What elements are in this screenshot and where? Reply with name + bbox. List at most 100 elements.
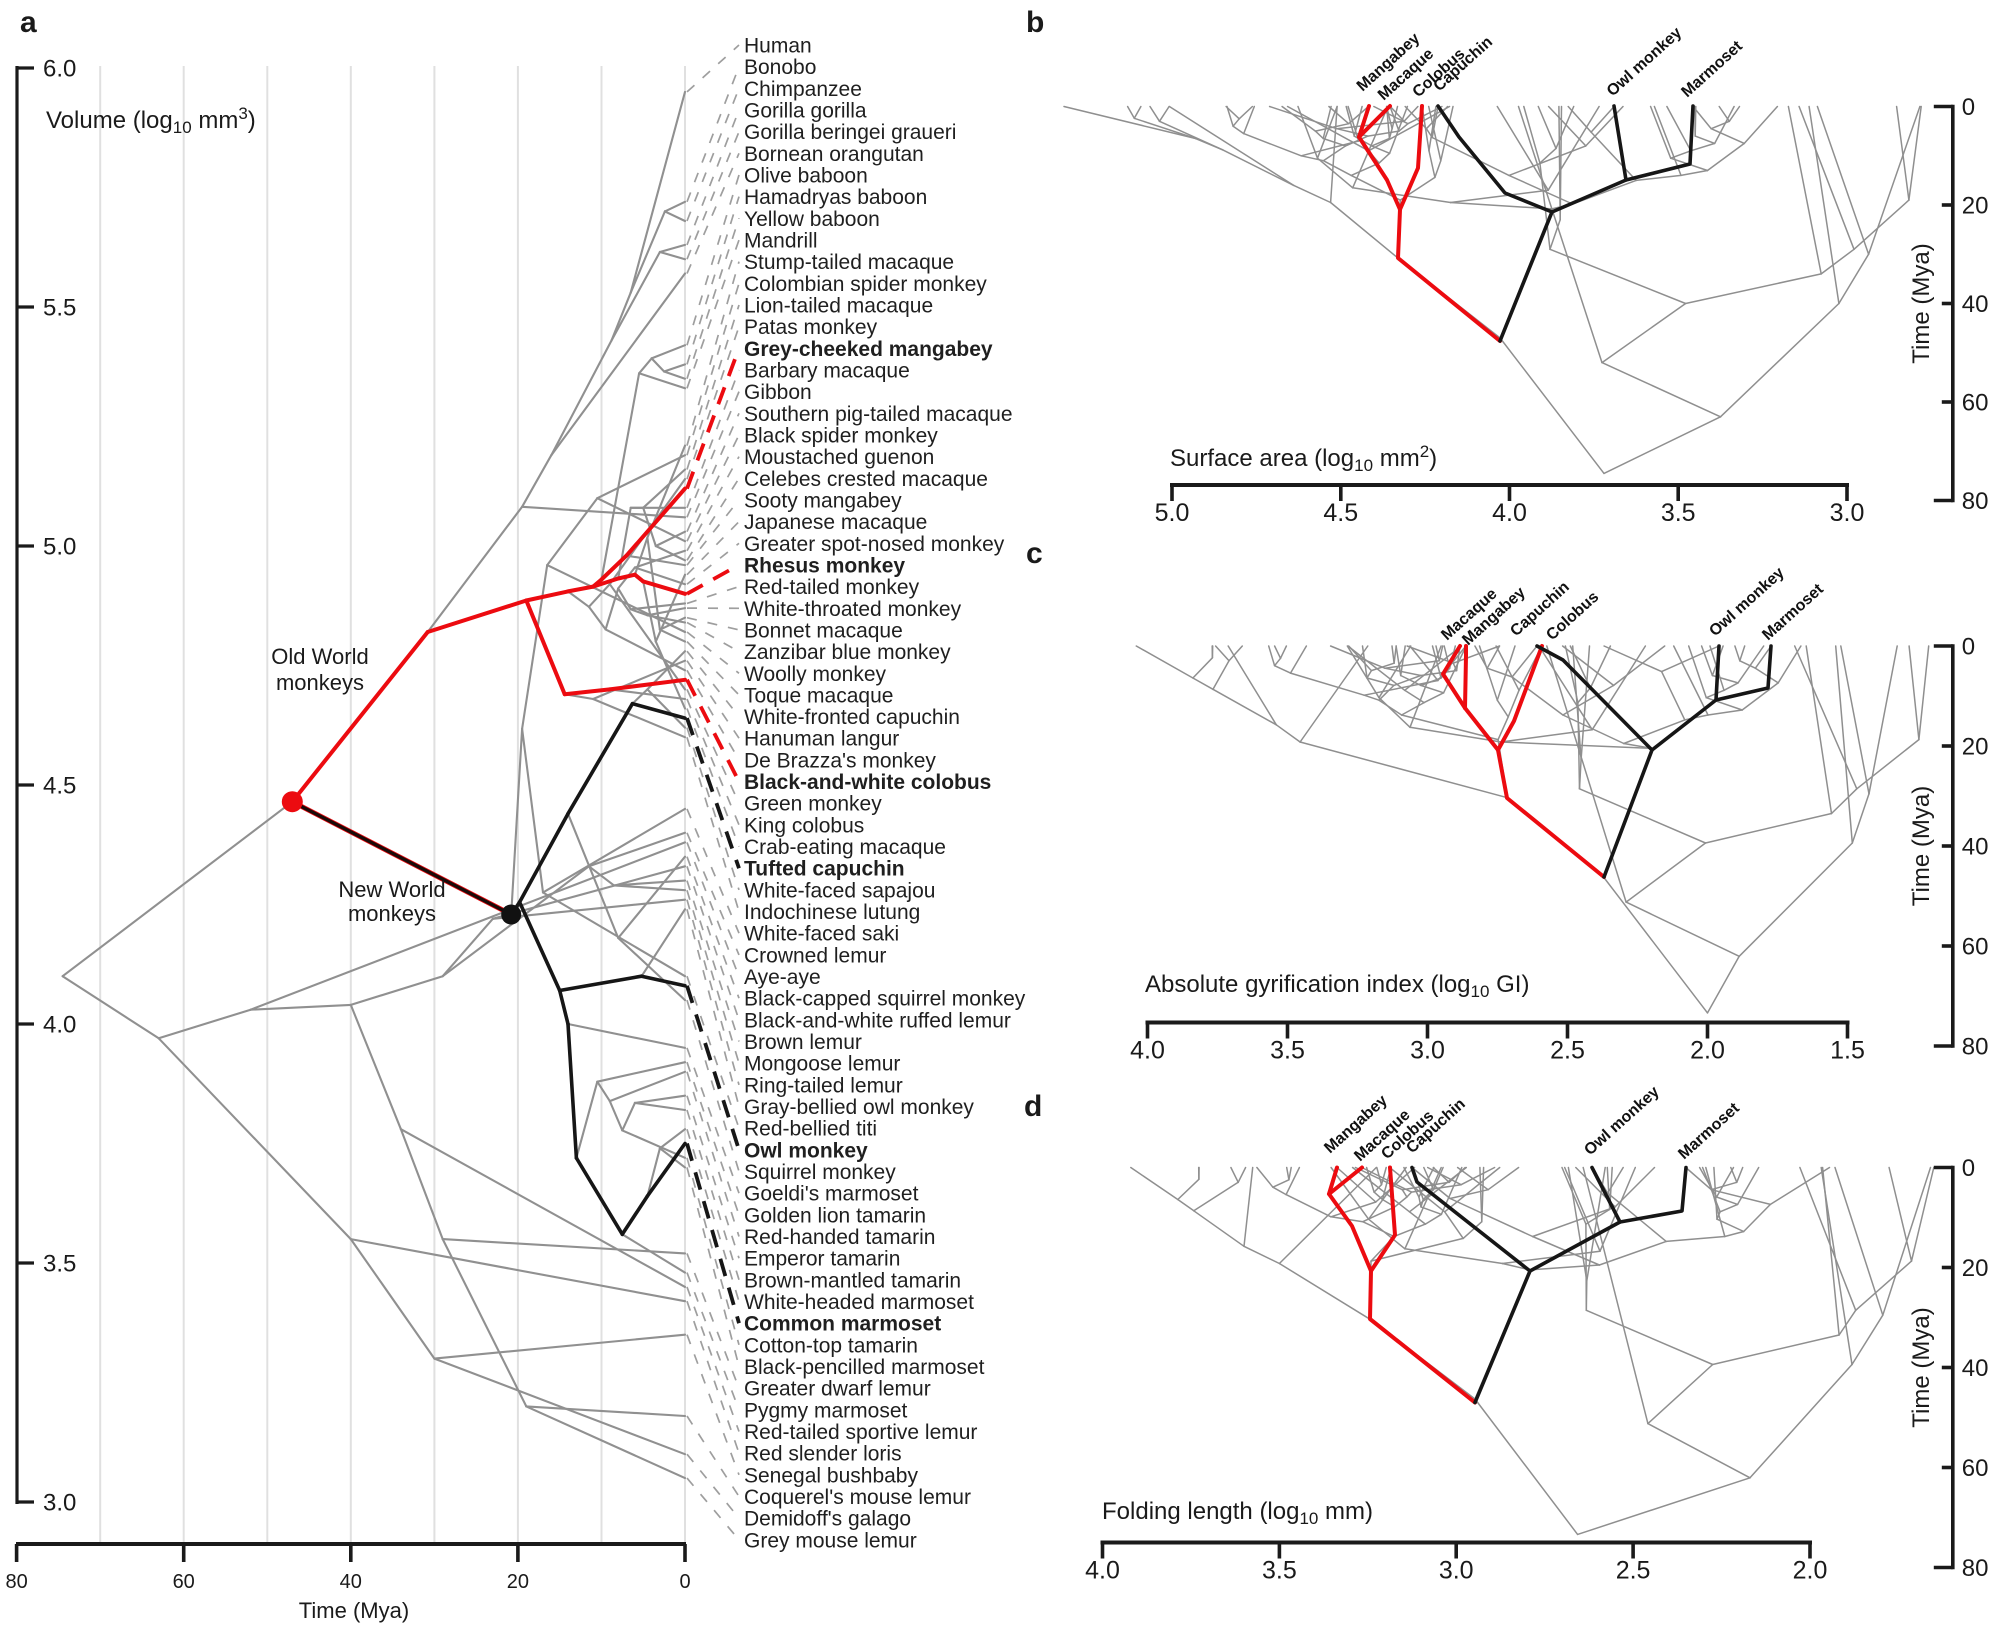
svg-text:King colobus: King colobus (744, 814, 864, 837)
svg-text:Red slender loris: Red slender loris (744, 1443, 902, 1466)
svg-text:Mongoose lemur: Mongoose lemur (744, 1053, 900, 1076)
svg-text:5.5: 5.5 (43, 295, 76, 322)
svg-text:Moustached guenon: Moustached guenon (744, 446, 934, 469)
svg-text:Gray-bellied owl monkey: Gray-bellied owl monkey (744, 1096, 974, 1119)
svg-text:Black-and-white ruffed lemur: Black-and-white ruffed lemur (744, 1009, 1011, 1032)
svg-text:3.0: 3.0 (1439, 1557, 1474, 1585)
svg-text:Colombian spider monkey: Colombian spider monkey (744, 273, 987, 296)
svg-text:Chimpanzee: Chimpanzee (744, 78, 862, 101)
svg-text:80: 80 (5, 1571, 27, 1593)
svg-text:3.5: 3.5 (1262, 1557, 1297, 1585)
svg-text:60: 60 (173, 1571, 195, 1593)
svg-text:40: 40 (1962, 834, 1989, 861)
svg-text:Gorilla gorilla: Gorilla gorilla (744, 100, 867, 123)
svg-text:Lion-tailed macaque: Lion-tailed macaque (744, 295, 933, 318)
svg-text:Crowned lemur: Crowned lemur (744, 944, 886, 967)
svg-text:80: 80 (1962, 488, 1989, 515)
svg-text:Black spider monkey: Black spider monkey (744, 425, 938, 448)
svg-text:Squirrel monkey: Squirrel monkey (744, 1161, 896, 1184)
svg-text:Hamadryas baboon: Hamadryas baboon (744, 186, 927, 209)
svg-text:White-throated monkey: White-throated monkey (744, 598, 962, 621)
svg-text:Black-capped squirrel monkey: Black-capped squirrel monkey (744, 988, 1026, 1011)
svg-text:Bonobo: Bonobo (744, 56, 816, 79)
svg-text:b: b (1026, 6, 1044, 39)
svg-text:4.0: 4.0 (1130, 1037, 1165, 1065)
svg-text:Owl monkey: Owl monkey (744, 1139, 868, 1162)
svg-text:4.5: 4.5 (43, 773, 76, 800)
svg-text:Senegal bushbaby: Senegal bushbaby (744, 1464, 918, 1487)
svg-text:40: 40 (340, 1571, 362, 1593)
svg-text:Goeldi's marmoset: Goeldi's marmoset (744, 1183, 919, 1206)
svg-text:Brown lemur: Brown lemur (744, 1031, 862, 1054)
svg-text:20: 20 (1962, 734, 1989, 761)
svg-text:3.5: 3.5 (43, 1251, 76, 1278)
svg-text:Golden lion tamarin: Golden lion tamarin (744, 1204, 926, 1227)
svg-text:0: 0 (1962, 634, 1975, 661)
svg-text:Red-tailed monkey: Red-tailed monkey (744, 576, 920, 599)
svg-text:5.0: 5.0 (1155, 499, 1190, 527)
svg-text:Ring-tailed lemur: Ring-tailed lemur (744, 1074, 903, 1097)
svg-text:Red-bellied titi: Red-bellied titi (744, 1118, 877, 1141)
svg-text:3.0: 3.0 (43, 1490, 76, 1517)
svg-text:Coquerel's mouse lemur: Coquerel's mouse lemur (744, 1486, 971, 1509)
svg-text:Patas monkey: Patas monkey (744, 316, 878, 339)
svg-text:Black-pencilled marmoset: Black-pencilled marmoset (744, 1356, 985, 1379)
svg-text:2.5: 2.5 (1616, 1557, 1651, 1585)
svg-text:Bonnet macaque: Bonnet macaque (744, 619, 903, 642)
svg-text:Hanuman langur: Hanuman langur (744, 728, 899, 751)
svg-text:Rhesus monkey: Rhesus monkey (744, 554, 905, 577)
svg-text:2.0: 2.0 (1793, 1557, 1828, 1585)
svg-text:Common marmoset: Common marmoset (744, 1313, 941, 1336)
svg-text:3.5: 3.5 (1661, 499, 1696, 527)
svg-text:Celebes crested macaque: Celebes crested macaque (744, 468, 988, 491)
svg-text:60: 60 (1962, 934, 1989, 961)
svg-text:Time (Mya): Time (Mya) (1908, 1307, 1935, 1427)
svg-text:Southern pig-tailed macaque: Southern pig-tailed macaque (744, 403, 1013, 426)
svg-text:White-faced sapajou: White-faced sapajou (744, 879, 935, 902)
svg-text:Black-and-white colobus: Black-and-white colobus (744, 771, 991, 794)
svg-text:Red-handed tamarin: Red-handed tamarin (744, 1226, 935, 1249)
svg-text:6.0: 6.0 (43, 56, 76, 83)
svg-text:40: 40 (1962, 291, 1989, 318)
svg-text:4.0: 4.0 (1492, 499, 1527, 527)
svg-text:Zanzibar blue monkey: Zanzibar blue monkey (744, 641, 951, 664)
svg-text:Emperor tamarin: Emperor tamarin (744, 1248, 900, 1271)
svg-text:Green monkey: Green monkey (744, 793, 882, 816)
svg-text:d: d (1024, 1090, 1042, 1123)
svg-text:0: 0 (679, 1571, 690, 1593)
svg-text:0: 0 (1962, 94, 1975, 121)
svg-text:Cotton-top tamarin: Cotton-top tamarin (744, 1334, 918, 1357)
svg-text:Barbary macaque: Barbary macaque (744, 360, 910, 383)
svg-text:4.0: 4.0 (1085, 1557, 1120, 1585)
svg-text:20: 20 (1962, 1255, 1989, 1282)
svg-text:3.0: 3.0 (1830, 499, 1865, 527)
svg-text:Yellow baboon: Yellow baboon (744, 208, 880, 231)
svg-text:4.5: 4.5 (1323, 499, 1358, 527)
svg-text:Aye-aye: Aye-aye (744, 966, 821, 989)
svg-text:Greater spot-nosed monkey: Greater spot-nosed monkey (744, 533, 1005, 556)
svg-text:20: 20 (1962, 193, 1989, 220)
svg-text:Gibbon: Gibbon (744, 381, 812, 404)
svg-text:Time (Mya): Time (Mya) (1908, 243, 1935, 363)
svg-text:Tufted capuchin: Tufted capuchin (744, 858, 905, 881)
svg-text:Olive baboon: Olive baboon (744, 165, 868, 188)
svg-text:Pygmy marmoset: Pygmy marmoset (744, 1399, 908, 1422)
svg-text:Time (Mya): Time (Mya) (299, 1598, 409, 1623)
svg-text:Demidoff's galago: Demidoff's galago (744, 1508, 911, 1531)
svg-text:Grey mouse lemur: Grey mouse lemur (744, 1529, 917, 1552)
svg-text:20: 20 (507, 1571, 529, 1593)
svg-text:monkeys: monkeys (276, 670, 364, 695)
svg-text:Human: Human (744, 35, 812, 58)
svg-text:Greater dwarf lemur: Greater dwarf lemur (744, 1378, 931, 1401)
svg-text:Stump-tailed macaque: Stump-tailed macaque (744, 251, 954, 274)
svg-text:Gorilla beringei graueri: Gorilla beringei graueri (744, 121, 956, 144)
svg-text:Time (Mya): Time (Mya) (1908, 786, 1935, 906)
svg-text:Volume (log10 mm3): Volume (log10 mm3) (46, 104, 256, 137)
svg-text:Sooty mangabey: Sooty mangabey (744, 489, 902, 512)
svg-text:Red-tailed sportive lemur: Red-tailed sportive lemur (744, 1421, 977, 1444)
svg-text:De Brazza's monkey: De Brazza's monkey (744, 749, 936, 772)
svg-text:3.5: 3.5 (1270, 1037, 1305, 1065)
svg-text:Brown-mantled tamarin: Brown-mantled tamarin (744, 1269, 961, 1292)
svg-text:3.0: 3.0 (1410, 1037, 1445, 1065)
svg-text:Surface area (log10 mm2): Surface area (log10 mm2) (1170, 442, 1437, 475)
